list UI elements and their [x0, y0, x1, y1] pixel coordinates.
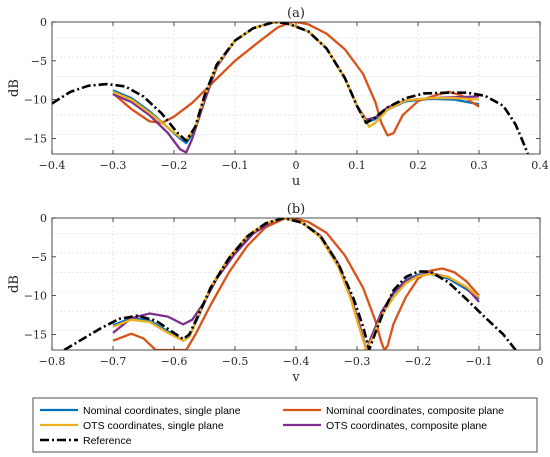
x-tick-label: −0.2 [405, 355, 432, 368]
x-tick-label: 0 [537, 355, 544, 368]
x-tick-label: −0.4 [39, 159, 66, 172]
x-axis-label: u [292, 174, 300, 189]
x-tick-label: 0 [293, 159, 300, 172]
legend-label: OTS coordinates, single plane [83, 420, 224, 432]
x-tick-label: −0.8 [39, 355, 66, 368]
x-tick-label: −0.7 [100, 355, 127, 368]
x-tick-label: −0.1 [222, 159, 249, 172]
x-tick-label: −0.6 [161, 355, 188, 368]
x-tick-label: −0.2 [161, 159, 188, 172]
y-axis-label: dB [7, 275, 22, 293]
x-axis-label: v [291, 370, 300, 385]
series-group [52, 22, 530, 154]
series-line-reference [52, 22, 530, 154]
x-tick-label: 0.4 [531, 159, 549, 172]
legend: Nominal coordinates, single plane Nominal… [32, 397, 538, 453]
x-tick-label: −0.3 [344, 355, 371, 368]
series-line-reference [63, 218, 517, 350]
x-tick-label: 0.3 [470, 159, 488, 172]
x-tick-label: 0.1 [348, 159, 366, 172]
plot-title: (b) [287, 202, 305, 217]
legend-label: Reference [83, 435, 132, 447]
plot-a: −0.4 −0.3 −0.2 −0.1 0 0.1 0.2 0.3 0.4 0 −5 −10 −15 (a… [7, 6, 549, 189]
y-tick-label: −15 [24, 328, 47, 341]
x-tick-label: 0.2 [409, 159, 427, 172]
x-tick-label: −0.4 [283, 355, 310, 368]
plot-title: (a) [287, 6, 305, 21]
y-tick-label: −10 [24, 94, 47, 107]
legend-box [32, 397, 538, 453]
legend-label: Nominal coordinates, single plane [83, 405, 241, 417]
legend-label: Nominal coordinates, composite plane [326, 405, 504, 417]
x-tick-label: −0.3 [100, 159, 127, 172]
y-tick-label: −10 [24, 290, 47, 303]
y-tick-label: 0 [40, 16, 47, 29]
y-tick-label: 0 [40, 212, 47, 225]
y-axis-label: dB [7, 79, 22, 97]
x-tick-label: −0.1 [466, 355, 493, 368]
legend-label: OTS coordinates, composite plane [326, 420, 487, 432]
y-tick-label: −15 [24, 132, 47, 145]
plot-b: −0.8 −0.7 −0.6 −0.5 −0.4 −0.3 −0.2 −0.1 0 0 −5 −10 −… [7, 202, 544, 385]
y-tick-label: −5 [31, 55, 47, 68]
y-tick-label: −5 [31, 251, 47, 264]
x-tick-label: −0.5 [222, 355, 249, 368]
series-group [63, 218, 517, 350]
